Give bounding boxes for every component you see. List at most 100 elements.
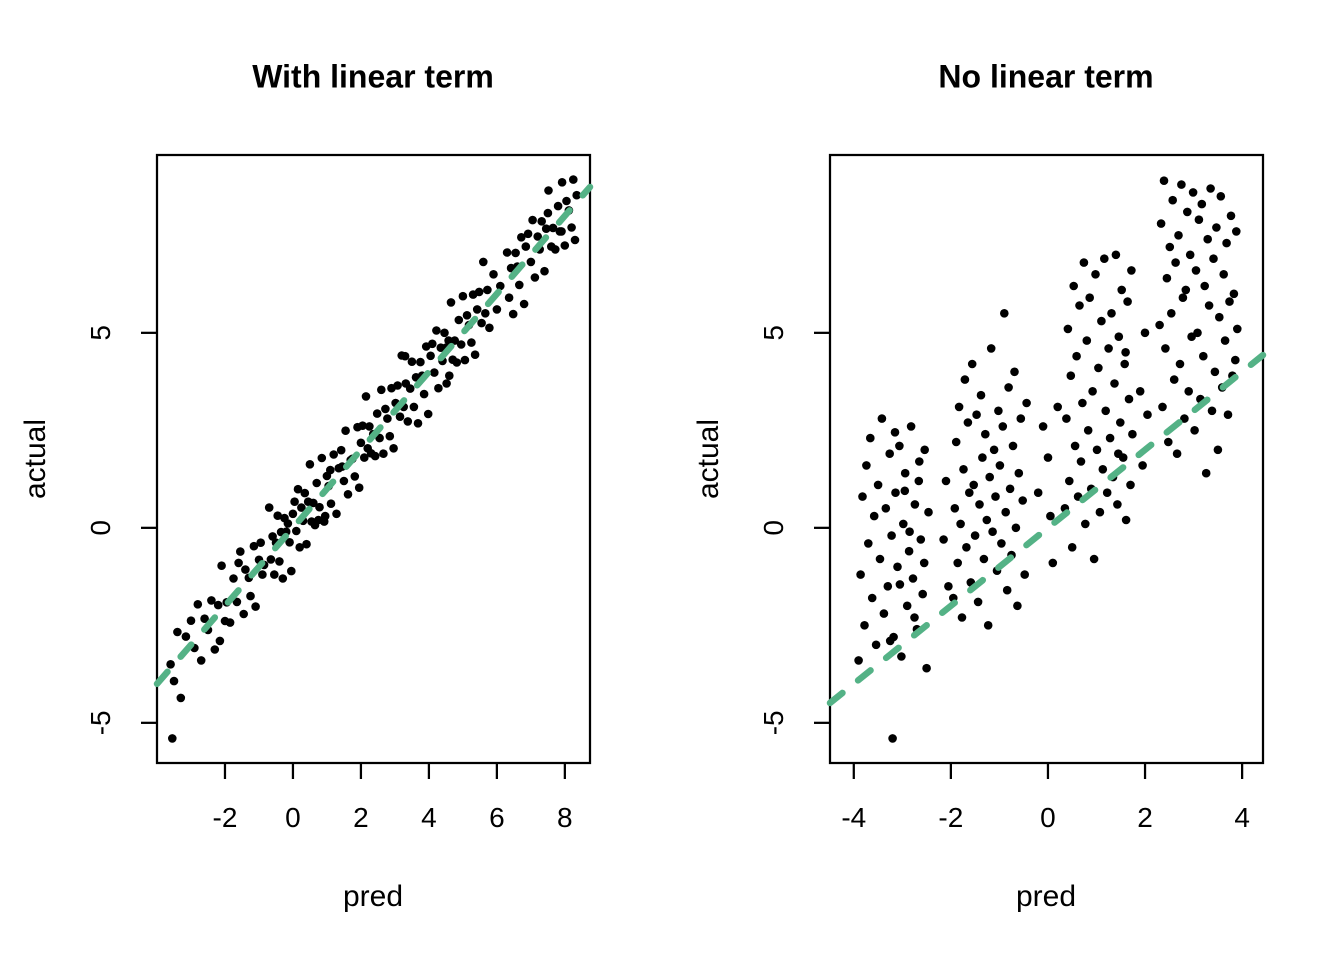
data-point [856, 570, 865, 579]
data-point [213, 600, 223, 610]
data-point [919, 558, 929, 568]
data-point [1168, 195, 1177, 205]
data-point [1121, 515, 1131, 525]
data-point [1022, 398, 1031, 408]
data-point [979, 554, 989, 564]
data-point [1033, 488, 1043, 498]
data-point [1143, 410, 1152, 420]
data-point [372, 409, 382, 418]
data-point [910, 500, 920, 509]
x-tick-label: 6 [489, 802, 505, 833]
data-point [1175, 359, 1185, 369]
data-point [1089, 554, 1099, 564]
data-point [290, 497, 299, 507]
data-point [1200, 281, 1209, 291]
data-point [504, 293, 514, 303]
data-point [434, 383, 443, 393]
data-point [234, 558, 243, 568]
data-point [918, 589, 927, 599]
data-point [541, 224, 551, 233]
data-point [1062, 414, 1071, 423]
data-point [1229, 289, 1239, 299]
data-point [551, 245, 560, 254]
data-point [523, 229, 533, 239]
data-point [963, 418, 973, 427]
data-point [860, 621, 869, 630]
data-point [1138, 461, 1147, 470]
data-point [1206, 184, 1215, 193]
data-point [1120, 359, 1129, 369]
data-point [956, 519, 965, 529]
data-point [916, 535, 926, 544]
y-axis-label-left: actual [19, 418, 52, 500]
data-point [1088, 387, 1097, 396]
data-point [1223, 410, 1233, 420]
data-point [251, 602, 260, 611]
data-point [877, 414, 887, 423]
data-point [492, 305, 502, 314]
data-point [530, 273, 540, 282]
data-point [1226, 211, 1236, 221]
data-point [866, 433, 875, 443]
data-point [1123, 297, 1132, 306]
data-point [1183, 207, 1192, 217]
data-point [173, 627, 182, 637]
data-point [959, 465, 968, 474]
data-point [1013, 601, 1022, 611]
data-point [1212, 223, 1221, 232]
data-point [1172, 449, 1182, 459]
data-point [300, 488, 310, 498]
data-point [440, 328, 449, 338]
data-point [1162, 273, 1172, 283]
data-point [939, 535, 948, 544]
data-point [1069, 281, 1078, 291]
x-tick-label: 4 [421, 802, 437, 833]
data-point [314, 515, 323, 525]
data-point [1116, 418, 1125, 427]
x-tick-label: 2 [1137, 802, 1153, 833]
data-point [1201, 468, 1211, 478]
data-point [1194, 215, 1204, 224]
x-tick-label: 4 [1234, 802, 1250, 833]
data-point [446, 298, 456, 307]
panel-title-left: With linear term [252, 58, 494, 95]
data-point [540, 266, 549, 276]
data-point [275, 557, 284, 566]
data-point [862, 461, 871, 470]
data-point [241, 565, 250, 574]
data-point [1225, 297, 1234, 306]
data-point [994, 406, 1003, 416]
data-point [450, 336, 460, 345]
data-point [875, 554, 885, 564]
data-point [1190, 426, 1199, 435]
data-point [537, 217, 546, 226]
data-point [1001, 507, 1010, 517]
data-point [444, 336, 453, 345]
y-tick-label: 0 [758, 520, 789, 536]
data-point [467, 338, 476, 347]
data-point [454, 315, 464, 325]
data-point [1105, 433, 1115, 443]
data-point [519, 299, 529, 309]
data-point [572, 190, 581, 200]
data-point [297, 503, 306, 512]
data-point [496, 281, 505, 291]
data-point [1128, 429, 1137, 439]
data-point [1191, 266, 1201, 275]
data-point [1156, 219, 1166, 228]
data-point [413, 419, 423, 428]
data-point [1210, 367, 1220, 377]
data-point [1121, 348, 1130, 357]
data-point [1075, 301, 1084, 310]
data-point [989, 445, 999, 455]
data-point [479, 257, 488, 267]
data-point [462, 311, 472, 320]
data-point [893, 562, 902, 572]
data-point [1219, 270, 1228, 279]
data-point [166, 660, 175, 669]
data-point [293, 484, 303, 494]
data-point [1020, 570, 1029, 579]
data-point [873, 480, 883, 490]
data-point [1011, 523, 1021, 533]
